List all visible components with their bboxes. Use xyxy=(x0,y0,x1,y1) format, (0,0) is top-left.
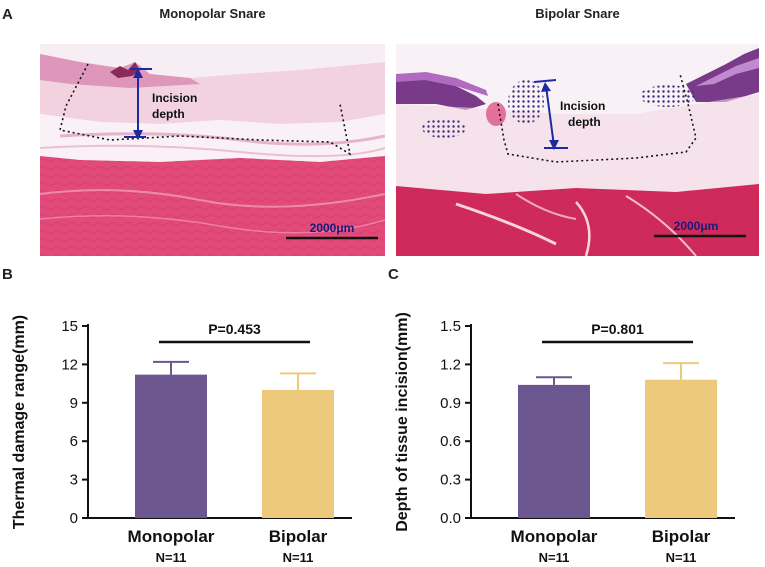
depth-y-tick-label: 0.9 xyxy=(440,395,461,412)
thermal-y-tick-label: 15 xyxy=(61,318,78,335)
thermal-sample-size: N=11 xyxy=(283,550,314,565)
thermal-sample-size: N=11 xyxy=(156,550,187,565)
depth-y-tick-label: 0.3 xyxy=(440,472,461,489)
depth-category-label: Bipolar xyxy=(652,527,711,546)
bipolar-incision-label-2: depth xyxy=(568,115,601,129)
panel-c-label: C xyxy=(388,266,399,283)
depth-y-tick-label: 0.0 xyxy=(440,510,461,527)
depth-sample-size: N=11 xyxy=(666,550,697,565)
panel-a-label: A xyxy=(2,6,13,23)
thermal-y-axis-label: Thermal damage range(mm) xyxy=(11,315,28,529)
depth-p-value: P=0.801 xyxy=(591,321,644,337)
thermal-damage-chart: Thermal damage range(mm) 0 3 6 9 12 15 Monopola… xyxy=(11,315,352,565)
monopolar-incision-label-1: Incision xyxy=(152,91,197,105)
thermal-y-tick-label: 0 xyxy=(70,510,78,527)
bipolar-scale-bar-label: 2000μm xyxy=(674,219,719,233)
bipolar-image-title: Bipolar Snare xyxy=(535,6,620,21)
thermal-y-tick-label: 3 xyxy=(70,472,78,489)
depth-y-tick-label: 0.6 xyxy=(440,433,461,450)
thermal-bar-bipolar xyxy=(262,390,334,518)
monopolar-scale-bar-label: 2000μm xyxy=(310,221,355,235)
monopolar-image-title: Monopolar Snare xyxy=(159,6,266,21)
thermal-bar-monopolar xyxy=(135,374,207,518)
thermal-category-label: Bipolar xyxy=(269,527,328,546)
incision-depth-chart: Depth of tissue incision(mm) 0.0 0.3 0.6 0.9… xyxy=(394,312,735,565)
bipolar-incision-label-1: Incision xyxy=(560,99,605,113)
depth-y-tick-label: 1.5 xyxy=(440,318,461,335)
thermal-category-label: Monopolar xyxy=(128,527,215,546)
depth-sample-size: N=11 xyxy=(539,550,570,565)
panel-b-label: B xyxy=(2,266,13,283)
bipolar-histology-image: Incision depth 2000μm xyxy=(396,44,759,256)
depth-bar-bipolar xyxy=(645,379,717,518)
depth-bar-monopolar xyxy=(518,384,590,518)
depth-category-label: Monopolar xyxy=(511,527,598,546)
thermal-y-tick-label: 9 xyxy=(70,395,78,412)
depth-y-axis-label: Depth of tissue incision(mm) xyxy=(394,312,411,532)
depth-y-tick-label: 1.2 xyxy=(440,356,461,373)
thermal-p-value: P=0.453 xyxy=(208,321,261,337)
monopolar-histology-image: Incision depth 2000μm xyxy=(40,44,385,256)
monopolar-incision-label-2: depth xyxy=(152,107,185,121)
thermal-y-tick-label: 6 xyxy=(70,433,78,450)
thermal-y-tick-label: 12 xyxy=(61,356,78,373)
